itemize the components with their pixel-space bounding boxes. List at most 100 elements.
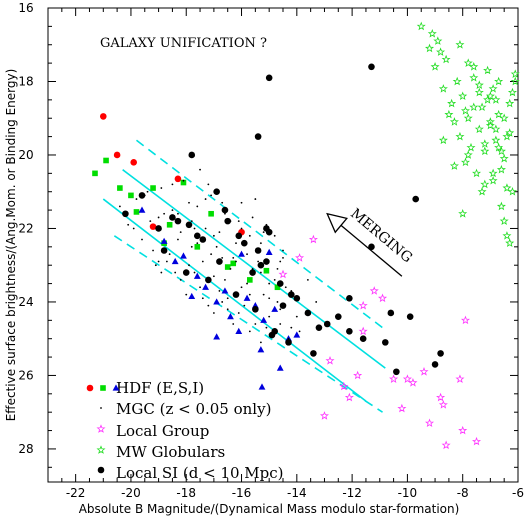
- merging-arrow-head: [326, 212, 348, 234]
- data-point-circle: [174, 175, 182, 183]
- data-point-circle: [185, 221, 193, 229]
- data-point-star: [449, 161, 459, 170]
- data-point-star: [458, 425, 468, 435]
- data-point-dot: [190, 245, 193, 248]
- legend-marker-hdf-e: [86, 384, 94, 392]
- data-point-star: [463, 150, 473, 159]
- data-point-star: [505, 238, 515, 248]
- data-point-star: [494, 142, 504, 152]
- data-point-dot: [240, 201, 243, 204]
- data-point-star: [463, 113, 473, 123]
- x-axis-title: Absolute B Magnitude/(Dynamical Mass mod…: [79, 502, 460, 516]
- x-tick-label: -12: [342, 486, 362, 500]
- data-point-dot: [254, 323, 257, 325]
- data-point-dot: [268, 297, 271, 300]
- legend-label: Local SI (d < 10 Mpc): [116, 464, 284, 482]
- data-point-star: [438, 84, 448, 93]
- data-point-star: [358, 326, 368, 336]
- data-point-dot: [306, 279, 309, 281]
- data-point-circle: [240, 239, 248, 247]
- data-point-star: [438, 400, 448, 409]
- data-point-star: [444, 109, 454, 119]
- data-point-dot: [254, 198, 257, 200]
- data-point-square: [150, 185, 156, 191]
- data-point-circle: [257, 261, 265, 269]
- data-point-circle: [122, 210, 129, 218]
- data-point-dot: [240, 227, 243, 230]
- data-point-circle: [232, 291, 240, 298]
- data-point-dot: [246, 253, 248, 256]
- data-point-star: [502, 231, 512, 240]
- data-point-circle: [323, 320, 331, 328]
- data-point-dot: [248, 293, 251, 296]
- data-point-circle: [193, 232, 201, 240]
- data-point-star: [295, 253, 305, 262]
- data-point-star: [436, 47, 446, 56]
- data-point-triangle: [276, 364, 284, 371]
- fit-line-dashed: [135, 139, 384, 329]
- data-point-dot: [190, 220, 193, 223]
- data-point-dot: [212, 312, 215, 314]
- data-point-star: [474, 124, 484, 134]
- x-tick-label: -16: [232, 486, 252, 500]
- data-point-square: [230, 260, 237, 267]
- data-point-dot: [240, 286, 243, 289]
- data-point-circle: [188, 151, 196, 159]
- data-point-star: [472, 168, 482, 178]
- data-point-dot: [171, 183, 174, 186]
- legend-marker-mgc: [100, 407, 102, 409]
- data-point-dot: [201, 297, 204, 300]
- data-point-dot: [257, 260, 260, 263]
- data-point-star: [496, 146, 506, 156]
- chart-title: GALAXY UNIFICATION ?: [100, 36, 267, 51]
- data-point-circle: [359, 335, 367, 342]
- points: [92, 21, 520, 450]
- data-point-star: [369, 286, 379, 295]
- data-point-dot: [265, 326, 268, 329]
- data-point-circle: [279, 302, 287, 309]
- legend-marker-hdf-s: [100, 385, 106, 391]
- data-point-star: [408, 378, 418, 387]
- data-point-circle: [263, 225, 270, 232]
- merging-annotation: MERGING: [326, 206, 415, 277]
- data-point-dot: [243, 304, 246, 307]
- data-point-dot: [212, 234, 215, 237]
- data-point-star: [485, 91, 495, 101]
- data-point-dot: [141, 238, 143, 241]
- data-point-dot: [224, 279, 226, 281]
- data-point-star: [427, 28, 437, 38]
- data-point-star: [499, 153, 509, 163]
- data-point-square: [166, 221, 173, 228]
- y-tick-label: 16: [18, 1, 33, 15]
- data-point-dot: [207, 304, 210, 307]
- data-point-dot: [168, 253, 171, 256]
- x-tick-label: -22: [66, 486, 86, 500]
- data-point-dot: [160, 187, 163, 189]
- data-point-star: [488, 84, 498, 93]
- data-point-dot: [201, 260, 204, 263]
- data-point-circle: [406, 313, 414, 320]
- data-point-dot: [196, 242, 199, 245]
- data-point-dot: [215, 245, 218, 248]
- data-point-dot: [276, 301, 279, 303]
- data-point-dot: [174, 271, 177, 274]
- data-point-star: [458, 209, 468, 218]
- fit-lines: [102, 139, 386, 413]
- data-point-star: [455, 131, 465, 141]
- data-point-star: [455, 374, 465, 383]
- data-point-star: [507, 87, 517, 97]
- data-point-circle: [315, 324, 323, 331]
- data-point-star: [494, 76, 504, 86]
- data-point-star: [485, 117, 495, 126]
- data-point-square: [117, 185, 123, 191]
- data-point-star: [402, 374, 412, 383]
- data-point-star: [505, 128, 515, 137]
- data-point-star: [430, 62, 440, 71]
- data-point-circle: [235, 232, 243, 240]
- data-point-star: [505, 98, 515, 108]
- data-point-star: [488, 175, 498, 185]
- data-point-circle: [368, 63, 375, 71]
- data-point-star: [460, 157, 470, 167]
- data-point-star: [358, 300, 368, 310]
- data-point-circle: [265, 74, 273, 82]
